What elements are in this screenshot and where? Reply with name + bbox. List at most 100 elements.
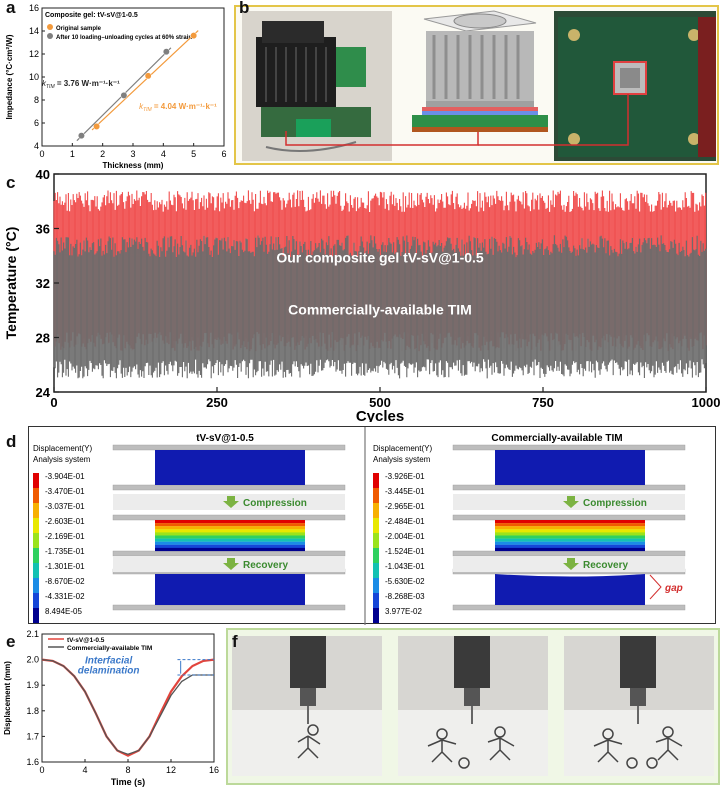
panel-label-f: f bbox=[232, 632, 238, 651]
temperature-cycles-chart: 0 250 500 750 1000 24 28 32 36 40 Cycles Temperatur… bbox=[3, 167, 720, 425]
color-scale-label: -1.043E-01 bbox=[385, 562, 425, 571]
panel-d-simulation: tV-sV@1-0.5 Commercially-available TIM Dis… bbox=[28, 426, 716, 625]
color-scale-label: -2.484E-01 bbox=[385, 517, 425, 526]
color-scale-label: -3.445E-01 bbox=[385, 487, 425, 496]
robot-photo-2 bbox=[398, 636, 548, 776]
color-scale-label: -3.470E-01 bbox=[45, 487, 85, 496]
color-scale-label: -4.331E-02 bbox=[45, 592, 85, 601]
x-tick-label: 8 bbox=[125, 765, 130, 775]
x-axis-label: Time (s) bbox=[111, 777, 145, 787]
displacement-band bbox=[495, 547, 645, 552]
compression-label: Compression bbox=[583, 498, 647, 509]
color-scale-swatch bbox=[373, 548, 379, 563]
recovered-sample-block bbox=[155, 574, 305, 605]
displacement-band bbox=[495, 538, 645, 542]
compressed-sample-block bbox=[495, 520, 645, 552]
compression-arrow-icon bbox=[223, 496, 239, 508]
displacement-band bbox=[155, 526, 305, 530]
y-tick-label: 14 bbox=[29, 26, 39, 36]
displacement-band bbox=[155, 532, 305, 536]
x-tick-label: 2 bbox=[100, 149, 105, 159]
displacement-simulation: tV-sV@1-0.5 Commercially-available TIM Dis… bbox=[33, 427, 686, 625]
y-tick-label: 24 bbox=[36, 385, 51, 400]
data-point bbox=[93, 123, 101, 130]
x-tick-label: 750 bbox=[532, 395, 554, 410]
color-scale-swatch bbox=[373, 533, 379, 548]
gap-label: gap bbox=[664, 583, 683, 594]
displacement-band bbox=[495, 544, 645, 548]
y-tick-label: 2.0 bbox=[26, 655, 39, 665]
color-scale-swatch bbox=[33, 593, 39, 608]
legend-label: tV-sV@1-0.5 bbox=[67, 637, 105, 644]
color-scale-swatch bbox=[373, 593, 379, 608]
y-tick-label: 1.9 bbox=[26, 680, 39, 690]
y-tick-label: 36 bbox=[36, 222, 50, 237]
legend-marker bbox=[47, 24, 53, 30]
initial-sample-block bbox=[495, 450, 645, 485]
heatsink-schematic bbox=[412, 10, 548, 132]
displacement-band bbox=[155, 520, 305, 524]
y-tick-label: 40 bbox=[36, 168, 50, 182]
color-scale-swatch bbox=[373, 608, 379, 623]
displacement-band bbox=[155, 538, 305, 542]
color-scale-swatch bbox=[373, 578, 379, 593]
displacement-band bbox=[495, 529, 645, 533]
displacement-band bbox=[495, 523, 645, 527]
y-tick-label: 32 bbox=[36, 276, 50, 291]
test-chip-board-photo bbox=[554, 11, 716, 161]
color-scale-swatch bbox=[373, 518, 379, 533]
color-scale-label: -2.004E-01 bbox=[385, 532, 425, 541]
data-point bbox=[77, 132, 85, 140]
color-scale-swatch bbox=[373, 503, 379, 518]
color-scale-swatch bbox=[33, 548, 39, 563]
color-scale-swatch bbox=[33, 608, 39, 623]
plot-frame bbox=[41, 633, 215, 763]
commercial-tim-band bbox=[53, 235, 707, 379]
y-tick-label: 6 bbox=[34, 118, 39, 128]
color-scale-label: -1.301E-01 bbox=[45, 562, 85, 571]
x-tick-label: 4 bbox=[82, 765, 87, 775]
dispensing-robot-photos bbox=[232, 636, 714, 776]
y-tick-label: 1.8 bbox=[26, 706, 39, 716]
color-scale-label: -8.268E-03 bbox=[385, 592, 425, 601]
legend-marker bbox=[47, 33, 53, 39]
compression-plate bbox=[452, 514, 686, 521]
annotation-line1: Interfacial bbox=[85, 655, 132, 666]
x-tick-label: 1 bbox=[70, 149, 75, 159]
compression-plate bbox=[112, 444, 346, 451]
color-scale-label: -1.735E-01 bbox=[45, 547, 85, 556]
color-scale-label: 3.977E-02 bbox=[385, 607, 422, 616]
panel-f-photos bbox=[226, 628, 720, 785]
color-scale-swatch bbox=[33, 518, 39, 533]
x-tick-label: 5 bbox=[191, 149, 196, 159]
y-axis-label: Displacement (mm) bbox=[3, 661, 12, 735]
bottom-series-label: Commercially-available TIM bbox=[288, 301, 472, 317]
displacement-band bbox=[155, 541, 305, 545]
compression-plate bbox=[112, 514, 346, 521]
y-tick-label: 1.7 bbox=[26, 731, 39, 741]
displacement-band bbox=[495, 526, 645, 530]
compression-arrow-icon bbox=[563, 496, 579, 508]
chart-title: Composite gel: tV-sV@1-0.5 bbox=[45, 12, 138, 19]
y-tick-label: 28 bbox=[36, 331, 50, 346]
compression-plate bbox=[452, 484, 686, 491]
y-tick-label: 8 bbox=[34, 95, 39, 105]
x-axis-label: Cycles bbox=[356, 408, 404, 422]
legend-subtitle: Analysis system bbox=[33, 455, 91, 464]
recovery-arrow-icon bbox=[223, 558, 239, 570]
panel-c-chart: 0 250 500 750 1000 24 28 32 36 40 Cycles Temperatur… bbox=[0, 167, 726, 425]
x-tick-label: 500 bbox=[369, 395, 391, 410]
displacement-band bbox=[495, 532, 645, 536]
x-tick-label: 4 bbox=[161, 149, 166, 159]
y-axis-label: Impedance (°C·cm²/W) bbox=[5, 34, 14, 119]
compressed-sample-block bbox=[155, 520, 305, 552]
initial-sample-block bbox=[155, 450, 305, 485]
y-tick-label: 4 bbox=[34, 141, 39, 151]
displacement-band bbox=[155, 547, 305, 552]
y-tick-label: 2.1 bbox=[26, 629, 39, 639]
y-tick-label: 10 bbox=[29, 72, 39, 82]
data-point bbox=[190, 32, 198, 40]
y-tick-label: 12 bbox=[29, 49, 39, 59]
displacement-band bbox=[495, 535, 645, 539]
